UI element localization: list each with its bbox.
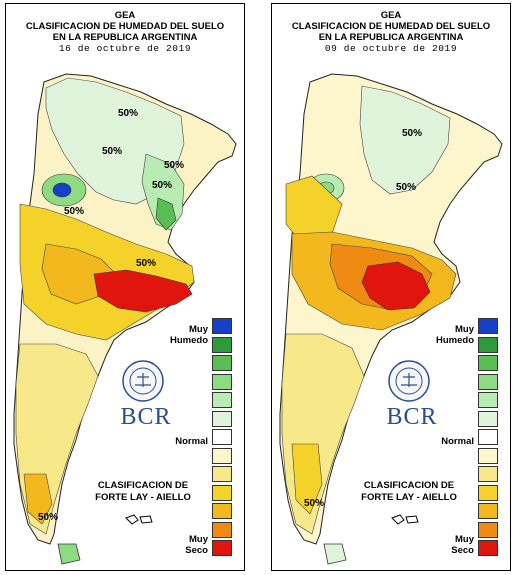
region-north-normal (359, 85, 451, 195)
legend-very-dry-label: Muy Seco (185, 534, 208, 556)
map-title: GEA CLASIFICACION DE HUMEDAD DEL SUELO E… (272, 10, 510, 54)
legend-color-box (212, 373, 232, 390)
region-patagonia-orange (291, 443, 323, 515)
legend-color-box (478, 410, 498, 427)
tierra-del-fuego (323, 543, 347, 565)
title-line: GEA (114, 10, 136, 21)
legend-color-box (212, 466, 232, 482)
map-date: 09 de octubre de 2019 (324, 43, 458, 54)
bcr-logo-text: BCR (120, 404, 172, 430)
contour-label: 50% (38, 512, 58, 523)
classification-source: CLASIFICACION DE FORTE LAY - AIELLO (361, 480, 457, 503)
legend-color-box (478, 447, 498, 464)
legend-color-box (478, 373, 498, 390)
legend-normal-label: Normal (441, 436, 474, 447)
legend-color-box (212, 336, 232, 353)
legend-color-box (478, 429, 498, 445)
legend-color-box (212, 447, 232, 464)
contour-label: 50% (304, 498, 324, 509)
malvinas-islands (391, 514, 419, 525)
legend-color-box (478, 336, 498, 353)
region-ne-green (155, 197, 177, 231)
region-very-dry (93, 269, 193, 313)
legend-color-box (478, 540, 498, 556)
legend-color-box (212, 429, 232, 445)
legend-color-box (478, 503, 498, 519)
bcr-logo-text: BCR (386, 404, 438, 430)
legend-color-box (478, 392, 498, 408)
title-line: EN LA REPUBLICA ARGENTINA (318, 32, 464, 43)
legend-color-box (212, 318, 232, 334)
legend-color-box (478, 484, 498, 501)
legend-color-box (212, 410, 232, 427)
map-date: 16 de octubre de 2019 (58, 43, 192, 54)
legend-normal-label: Normal (175, 436, 208, 447)
contour-label: 50% (164, 160, 184, 171)
tierra-del-fuego (57, 543, 81, 565)
title-line: EN LA REPUBLICA ARGENTINA (52, 32, 198, 43)
legend-color-box (478, 521, 498, 538)
contour-label: 50% (102, 146, 122, 157)
legend-color-box (212, 540, 232, 556)
region-patagonia-orange (23, 473, 53, 525)
contour-label: 50% (152, 180, 172, 191)
contour-label: 50% (136, 258, 156, 269)
legend-color-box (212, 484, 232, 501)
malvinas-islands (125, 514, 153, 525)
bcr-seal-logo (388, 360, 430, 402)
legend-very-dry-label: Muy Seco (451, 534, 474, 556)
map-panel-oct-16: 50% 50% 50% 50% 50% 50% 50% GEA CLASIFIC… (5, 3, 245, 571)
title-line: GEA (380, 10, 402, 21)
contour-label: 50% (396, 182, 416, 193)
legend-color-box (478, 466, 498, 482)
legend-color-box (478, 318, 498, 334)
contour-label: 50% (64, 206, 84, 217)
classification-source: CLASIFICACION DE FORTE LAY - AIELLO (95, 480, 191, 503)
contour-label: 50% (118, 108, 138, 119)
legend-color-box (212, 503, 232, 519)
bcr-seal-logo (122, 360, 164, 402)
map-title: GEA CLASIFICACION DE HUMEDAD DEL SUELO E… (6, 10, 244, 54)
map-panel-oct-09: 50% 50% 50% GEA CLASIFICACION DE HUMEDAD… (271, 3, 511, 571)
title-line: CLASIFICACION DE HUMEDAD DEL SUELO (291, 21, 491, 32)
soil-moisture-map: 50% 50% 50% 50% 50% 50% 50% (13, 73, 237, 565)
legend-color-box (478, 355, 498, 371)
legend-very-wet-label: Muy Humedo (436, 324, 474, 346)
region-nw-very-wet (52, 182, 72, 198)
legend-color-box (212, 355, 232, 371)
region-very-dry (361, 261, 431, 311)
soil-moisture-map: 50% 50% 50% (279, 73, 503, 565)
legend-color-box (212, 392, 232, 408)
title-line: CLASIFICACION DE HUMEDAD DEL SUELO (25, 21, 225, 32)
legend-color-box (212, 521, 232, 538)
legend-very-wet-label: Muy Humedo (170, 324, 208, 346)
contour-label: 50% (402, 128, 422, 139)
